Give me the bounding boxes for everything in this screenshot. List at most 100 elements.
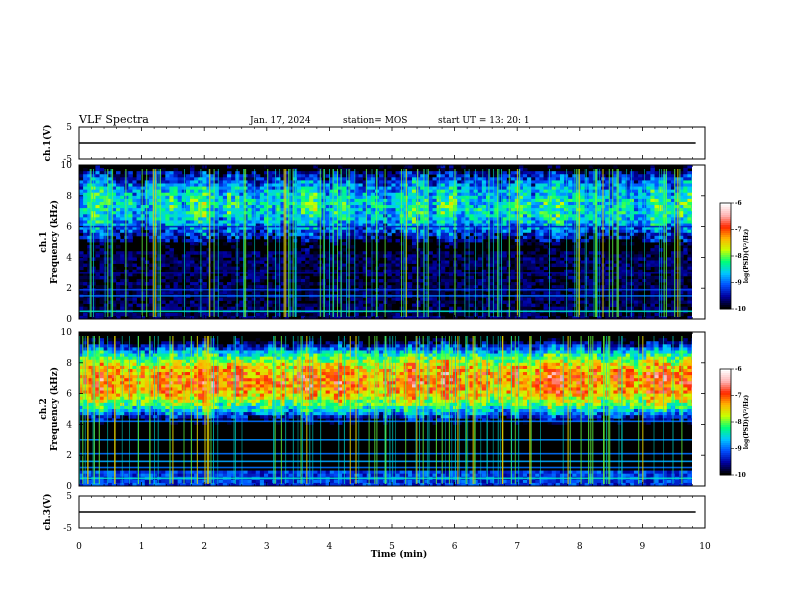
ch1-spec-cell xyxy=(498,192,503,197)
ch1-spec-cell xyxy=(411,251,417,255)
ch1-spec-cell xyxy=(210,214,216,218)
ch1-spec-cell xyxy=(231,315,236,320)
ch1-spec-cell xyxy=(103,217,109,221)
ch1-spec-cell xyxy=(157,220,162,224)
ch1-spec-cell xyxy=(305,189,310,194)
ch1-spec-cell xyxy=(387,229,392,234)
ch1-spec-cell xyxy=(194,242,199,246)
ch1-spec-cell xyxy=(313,303,318,308)
ch1-spec-cell xyxy=(305,171,310,175)
ch1-spec-cell xyxy=(181,272,187,277)
ch1-spec-cell xyxy=(103,238,109,243)
ch1-spec-cell xyxy=(535,260,540,264)
ch1-spec-cell xyxy=(395,232,401,237)
ch1-spec-cell xyxy=(469,266,475,271)
ch1-spec-cell xyxy=(111,260,117,264)
ch1-spec-cell xyxy=(354,235,359,240)
ch1-spec-cell xyxy=(346,198,351,203)
ch1-spec-cell xyxy=(95,229,100,234)
ch1-spec-cell xyxy=(346,177,351,181)
ch1-spec-cell xyxy=(444,300,450,304)
ch1-spec-cell xyxy=(255,205,261,209)
ch1-spec-cell xyxy=(605,183,610,187)
ch1-spec-cell xyxy=(136,186,142,191)
ch1-spec-cell xyxy=(169,177,174,181)
ch1-spec-cell xyxy=(531,260,536,264)
ch1-spec-cell xyxy=(432,229,438,234)
ch1-spec-cell xyxy=(379,195,384,200)
ch1-spec-cell xyxy=(494,303,499,308)
ch1-spec-cell xyxy=(502,257,507,261)
ch1-spec-cell xyxy=(263,217,269,221)
ch1-spec-cell xyxy=(527,257,532,261)
ch1-spec-cell xyxy=(276,192,281,197)
ch1-spec-cell xyxy=(325,251,331,255)
ch1-spec-cell xyxy=(379,263,384,268)
ch1-spec-cell xyxy=(136,232,142,237)
ch1-spec-cell xyxy=(346,180,351,184)
ch1-spec-cell xyxy=(259,278,265,283)
ch1-spec-cell xyxy=(87,226,92,231)
ch1-spec-cell xyxy=(457,189,462,194)
ch1-spec-cell xyxy=(309,257,314,261)
ch1-spec-cell xyxy=(391,266,396,271)
ch1-spec-cell xyxy=(247,303,253,308)
ch1-spec-cell xyxy=(128,186,133,191)
ch1-spec-cell xyxy=(116,315,121,320)
ch1-spec-cell xyxy=(490,306,495,311)
ch1-spec-cell xyxy=(370,300,376,304)
ch1-spec-cell xyxy=(189,171,195,175)
ch1-spec-cell xyxy=(420,248,425,252)
ch1-spec-cell xyxy=(354,275,359,280)
ch1-spec-cell xyxy=(189,245,195,249)
ch1-spec-cell xyxy=(300,275,306,280)
ch1-spec-cell xyxy=(231,205,236,209)
ch1-spec-cell xyxy=(181,266,187,271)
ch1-spec-cell xyxy=(448,168,454,172)
ch1-spec-cell xyxy=(173,220,179,224)
ch1-spec-cell xyxy=(251,205,257,209)
ch1-spec-cell xyxy=(448,232,454,237)
ch1-spec-cell xyxy=(103,177,109,181)
ch1-spec-cell xyxy=(424,238,429,243)
ch1-spec-cell xyxy=(477,189,483,194)
ch1-spec-cell xyxy=(280,232,285,237)
ch1-spec-cell xyxy=(358,201,364,206)
ch1-spec-cell xyxy=(247,180,253,184)
ch1-spec-cell xyxy=(300,263,306,268)
ch1-spec-cell xyxy=(313,226,318,231)
ch1-spec-cell xyxy=(263,165,269,169)
ch1-spec-cell xyxy=(531,226,536,231)
ch1-spec-cell xyxy=(226,269,232,274)
ch1-spec-cell xyxy=(116,269,121,274)
ch1-spec-cell xyxy=(568,263,573,268)
ch1-spec-cell xyxy=(272,272,277,277)
ch1-spec-cell xyxy=(95,285,100,289)
ch1-spec-cell xyxy=(432,263,438,268)
ch1-spec-cell xyxy=(177,275,183,280)
ch1-spec-cell xyxy=(210,312,216,317)
ch1-spec-cell xyxy=(95,174,100,178)
ch1-spec-cell xyxy=(202,201,207,206)
ch1-spec-cell xyxy=(440,180,446,184)
ch1-spec-cell xyxy=(268,223,273,227)
ch1-spec-cell xyxy=(251,180,257,184)
ch1-spec-cell xyxy=(333,254,339,258)
ch1-spec-cell xyxy=(251,315,257,320)
ch1-spec-cell xyxy=(485,257,491,261)
ch1-spec-cell xyxy=(444,174,450,178)
ch1-spec-cell xyxy=(79,251,84,255)
ch1-spec-cell xyxy=(181,177,187,181)
ch1-spec-cell xyxy=(350,171,355,175)
ch1-spec-cell xyxy=(576,171,581,175)
ch1-spec-cell xyxy=(502,251,507,255)
ch1-spec-cell xyxy=(185,189,191,194)
ch1-spec-cell xyxy=(588,282,594,286)
ch1-spec-cell xyxy=(387,257,392,261)
ch1-spec-cell xyxy=(416,272,421,277)
ch1-spec-cell xyxy=(387,217,392,221)
ch1-spec-cell xyxy=(231,223,236,227)
ch1-spec-cell xyxy=(218,192,224,197)
ch1-spec-cell xyxy=(346,300,351,304)
ch1-spec-cell xyxy=(555,297,561,301)
